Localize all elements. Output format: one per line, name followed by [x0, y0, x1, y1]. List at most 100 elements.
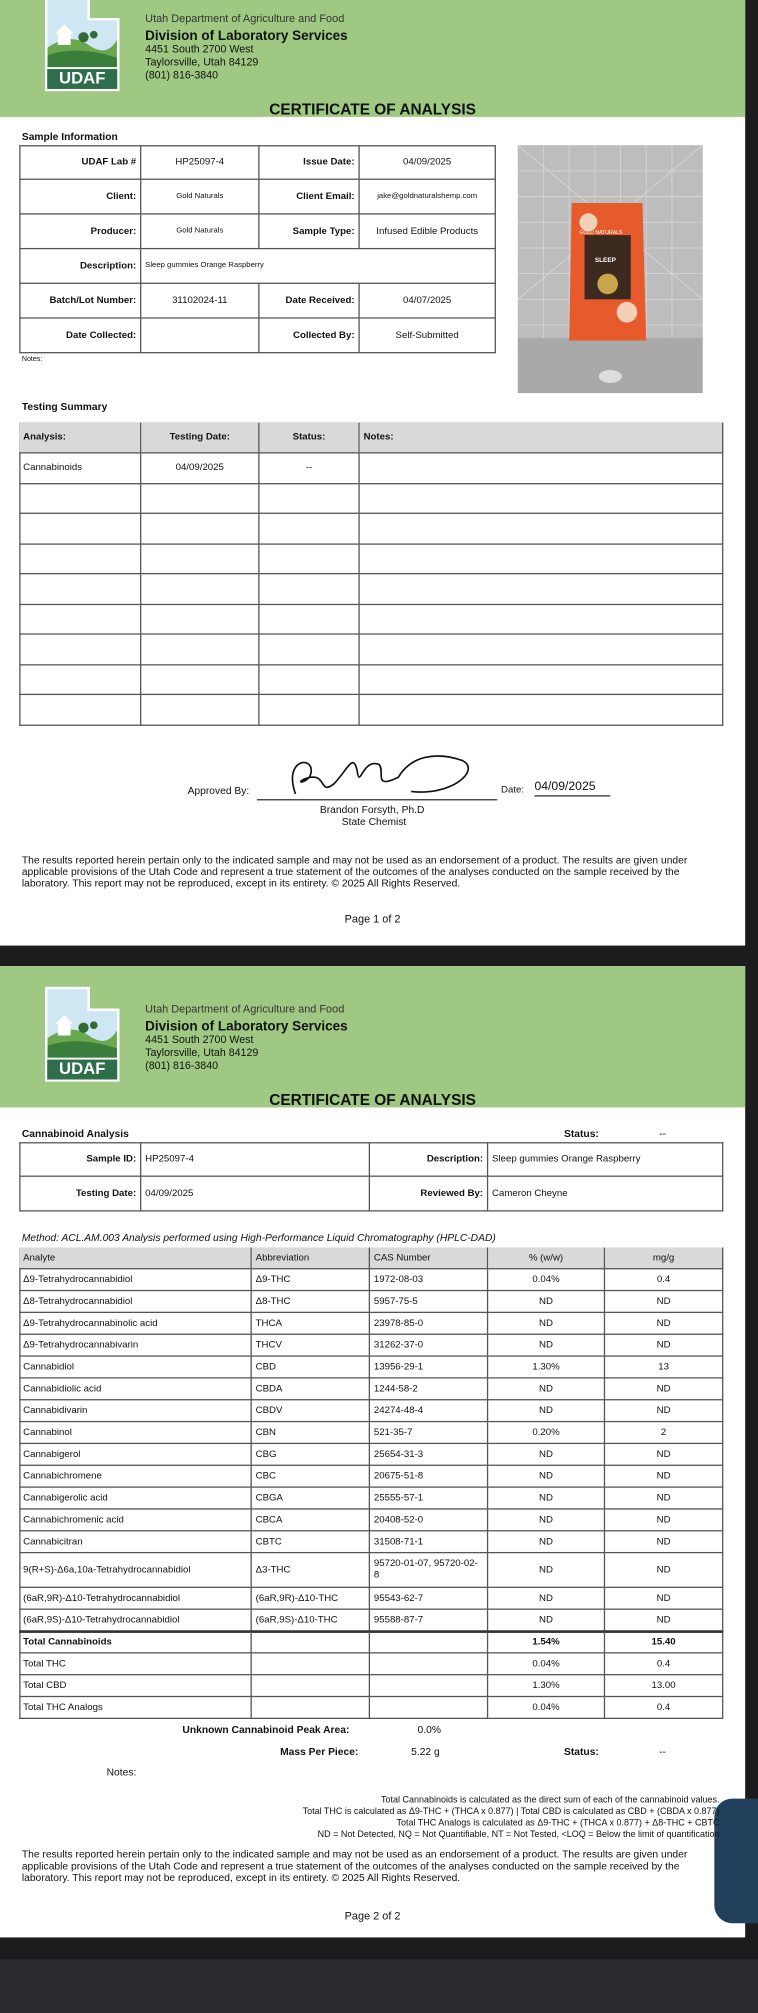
- table-cell: Date Collected:: [19, 318, 142, 354]
- table-cell: 0.04%: [488, 1697, 606, 1719]
- table-cell: Δ8-THC: [251, 1291, 371, 1314]
- report-title: CERTIFICATE OF ANALYSIS: [269, 1090, 476, 1109]
- side-button: [714, 1798, 758, 1924]
- table-cell: ND: [488, 1553, 606, 1588]
- table-cell: [359, 695, 724, 726]
- column-header: Notes:: [363, 430, 394, 443]
- table-value: Total Cannabinoids: [23, 1635, 112, 1647]
- table-cell: Date Received:: [259, 283, 360, 319]
- table-cell: Sample ID:: [19, 1142, 142, 1177]
- field-value: 04/09/2025: [145, 1186, 194, 1199]
- table-value: --: [305, 461, 313, 473]
- table-cell: CBN: [251, 1422, 371, 1445]
- report-title: CERTIFICATE OF ANALYSIS: [269, 100, 476, 119]
- logo-graphic: [44, 0, 120, 92]
- table-value: 04/09/2025: [175, 461, 224, 473]
- result-value: 0.04%: [532, 1656, 560, 1669]
- phone: (801) 816-3840: [145, 68, 219, 81]
- field-value: Cameron Cheyne: [492, 1186, 568, 1199]
- table-value: CBCA: [255, 1513, 283, 1525]
- footnote: Total THC Analogs is calculated as Δ9-TH…: [396, 1819, 720, 1829]
- table-cell: [141, 695, 260, 726]
- section-heading: Cannabinoid Analysis: [21, 1128, 129, 1140]
- column-header: Abbreviation: [255, 1250, 310, 1263]
- table-cell: Δ9-Tetrahydrocannabidiol: [19, 1269, 252, 1292]
- table-value: Cannabicitran: [23, 1534, 83, 1547]
- table-cell: 31262-37-0: [370, 1334, 489, 1357]
- result-value: 13.00: [651, 1678, 676, 1691]
- result-value: 1.30%: [532, 1678, 560, 1691]
- table-value: 95588-87-7: [373, 1613, 424, 1625]
- result-value: ND: [539, 1381, 553, 1394]
- notes-label: Notes:: [106, 1766, 137, 1779]
- table-cell: [370, 1631, 489, 1654]
- table-cell: ND: [488, 1509, 606, 1532]
- table-cell: ND: [488, 1531, 606, 1554]
- table-cell: Total CBD: [19, 1675, 252, 1698]
- agency: Utah Department of Agriculture and Food: [145, 11, 345, 25]
- table-cell: [141, 574, 260, 605]
- division: Division of Laboratory Services: [145, 28, 348, 44]
- logo-graphic: [44, 986, 120, 1082]
- table-cell: [259, 544, 360, 575]
- table-cell: Cannabinoids: [19, 453, 142, 484]
- field-value: Sleep gummies Orange Raspberry: [492, 1152, 641, 1164]
- result-value: ND: [656, 1403, 671, 1416]
- table-cell: 95588-87-7: [370, 1609, 489, 1632]
- table-value: CBGA: [255, 1491, 283, 1503]
- table-value: CBDV: [255, 1403, 283, 1416]
- table-value: (6aR,9S)-Δ10-THC: [255, 1613, 338, 1625]
- table-cell: Cannabigerolic acid: [19, 1487, 252, 1510]
- table-cell: Δ9-Tetrahydrocannabivarin: [19, 1334, 252, 1357]
- approver-role: State Chemist: [341, 815, 407, 828]
- table-value: CBN: [255, 1425, 277, 1438]
- field-label: Date Collected:: [66, 328, 137, 341]
- result-value: ND: [539, 1469, 553, 1481]
- mass-value: 5.22 g: [411, 1745, 440, 1758]
- table-cell: (6aR,9S)-Δ10-THC: [251, 1609, 371, 1632]
- page: [0, 966, 746, 1938]
- result-value: ND: [656, 1381, 671, 1394]
- table-cell: ND: [605, 1313, 724, 1335]
- table-cell: Issue Date:: [259, 145, 360, 180]
- table-cell: [251, 1653, 371, 1676]
- result-value: ND: [539, 1447, 553, 1460]
- field-value: 31102024-11: [172, 293, 228, 306]
- table-cell: 521-35-7: [370, 1422, 489, 1445]
- table-cell: mg/g: [605, 1247, 724, 1270]
- table-cell: (6aR,9R)-Δ10-THC: [251, 1587, 371, 1610]
- table-cell: ND: [488, 1587, 606, 1610]
- signature: [257, 745, 488, 803]
- result-value: ND: [539, 1513, 553, 1525]
- table-cell: ND: [488, 1444, 606, 1466]
- table-cell: 24274-48-4: [370, 1400, 489, 1423]
- table-cell: [359, 604, 724, 635]
- table-cell: [251, 1631, 371, 1654]
- table-cell: ND: [605, 1487, 724, 1510]
- table-cell: Analysis:: [19, 422, 142, 454]
- table-cell: Testing Date:: [141, 422, 260, 454]
- table-value: 20675-51-8: [373, 1469, 424, 1481]
- table-cell: Infused Edible Products: [359, 214, 496, 250]
- column-header: Testing Date:: [169, 430, 230, 443]
- table-cell: 23978-85-0: [370, 1313, 489, 1335]
- field-value: Sleep gummies Orange Raspberry: [145, 261, 264, 270]
- table-value: Δ8-Tetrahydrocannabidiol: [23, 1294, 133, 1307]
- table-cell: ND: [488, 1313, 606, 1335]
- signature-graphic: [291, 755, 470, 795]
- table-cell: [259, 483, 360, 514]
- result-value: 1.30%: [532, 1360, 560, 1372]
- method: Method: ACL.AM.003 Analysis performed us…: [21, 1232, 496, 1244]
- table-cell: 04/07/2025: [359, 283, 496, 319]
- field-value: 04/09/2025: [403, 155, 452, 167]
- status-label: Status:: [564, 1128, 599, 1140]
- field-label: Description:: [79, 259, 137, 271]
- table-cell: ND: [488, 1609, 606, 1632]
- result-value: 0.04%: [532, 1272, 560, 1285]
- table-cell: ND: [488, 1487, 606, 1510]
- table-cell: 1.54%: [488, 1631, 606, 1654]
- agency: Utah Department of Agriculture and Food: [145, 1002, 345, 1015]
- field-label: Testing Date:: [75, 1186, 137, 1199]
- result-value: ND: [539, 1403, 553, 1416]
- table-cell: 31508-71-1: [370, 1531, 489, 1554]
